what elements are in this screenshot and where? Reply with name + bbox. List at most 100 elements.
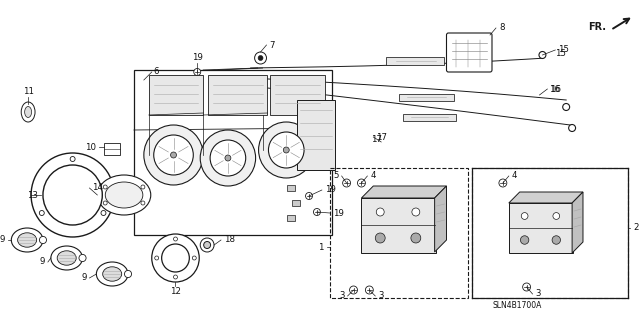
Circle shape [259, 122, 314, 178]
Circle shape [39, 211, 44, 216]
Circle shape [43, 165, 102, 225]
Circle shape [411, 233, 420, 243]
Text: 17: 17 [371, 136, 382, 145]
Bar [362, 198, 436, 253]
Text: 1: 1 [318, 242, 324, 251]
Circle shape [521, 212, 528, 219]
Circle shape [70, 157, 75, 161]
Bar [287, 215, 295, 221]
Text: 3: 3 [536, 290, 541, 299]
Circle shape [154, 135, 193, 175]
Circle shape [103, 201, 107, 205]
Text: 19: 19 [325, 186, 336, 195]
Circle shape [173, 237, 177, 241]
Text: 14: 14 [92, 183, 104, 192]
Text: 16: 16 [549, 85, 561, 94]
Text: 18: 18 [224, 235, 235, 244]
Circle shape [412, 208, 420, 216]
Circle shape [31, 153, 114, 237]
Circle shape [155, 256, 159, 260]
Circle shape [225, 155, 231, 161]
FancyBboxPatch shape [447, 33, 492, 72]
Text: 15: 15 [558, 46, 569, 55]
Bar [287, 185, 295, 191]
Circle shape [192, 256, 196, 260]
FancyBboxPatch shape [134, 70, 332, 235]
Text: 2: 2 [634, 224, 639, 233]
Circle shape [124, 271, 132, 278]
Bar [148, 75, 203, 115]
Text: 5: 5 [333, 172, 339, 181]
Ellipse shape [57, 251, 76, 265]
Circle shape [563, 103, 570, 110]
Bar [271, 75, 325, 115]
Bar [297, 100, 335, 170]
Circle shape [200, 130, 255, 186]
Text: 19: 19 [192, 54, 203, 63]
Text: 4: 4 [512, 172, 517, 181]
Bar [386, 57, 444, 65]
Text: 9: 9 [81, 273, 86, 283]
Polygon shape [509, 192, 583, 203]
Circle shape [358, 179, 365, 187]
Text: 9: 9 [40, 257, 45, 266]
Text: 12: 12 [170, 287, 181, 296]
Circle shape [552, 236, 561, 244]
Polygon shape [572, 192, 583, 253]
Bar [472, 168, 628, 298]
Ellipse shape [97, 175, 151, 215]
Circle shape [375, 233, 385, 243]
Text: 6: 6 [154, 68, 159, 77]
Text: 15: 15 [556, 48, 566, 57]
Circle shape [79, 254, 86, 262]
Ellipse shape [102, 267, 122, 281]
Ellipse shape [51, 246, 83, 270]
Circle shape [200, 238, 214, 252]
Text: 9: 9 [0, 235, 5, 244]
Circle shape [314, 209, 321, 216]
Ellipse shape [97, 262, 128, 286]
Bar [208, 75, 268, 115]
Circle shape [152, 234, 199, 282]
Circle shape [569, 124, 575, 131]
Text: 11: 11 [22, 87, 34, 97]
Circle shape [523, 283, 531, 291]
Circle shape [553, 212, 559, 219]
Ellipse shape [21, 102, 35, 122]
Text: 19: 19 [333, 209, 344, 218]
Text: FR.: FR. [588, 22, 605, 32]
Bar [330, 168, 468, 298]
Bar [104, 143, 120, 155]
Ellipse shape [105, 182, 143, 208]
Circle shape [499, 179, 507, 187]
Circle shape [101, 211, 106, 216]
Circle shape [204, 241, 211, 249]
Ellipse shape [12, 228, 43, 252]
Text: 4: 4 [371, 172, 376, 181]
Circle shape [40, 236, 47, 244]
Bar [403, 114, 456, 121]
Circle shape [376, 208, 384, 216]
Circle shape [255, 52, 266, 64]
Circle shape [162, 244, 189, 272]
Circle shape [141, 201, 145, 205]
Circle shape [194, 69, 201, 76]
Circle shape [349, 286, 358, 294]
Circle shape [284, 147, 289, 153]
Circle shape [342, 179, 351, 187]
Ellipse shape [25, 107, 31, 117]
Text: SLN4B1700A: SLN4B1700A [492, 300, 541, 309]
Text: 10: 10 [85, 143, 97, 152]
Text: 17: 17 [376, 132, 387, 142]
Bar [292, 200, 300, 206]
Text: 13: 13 [27, 190, 38, 199]
Circle shape [305, 192, 312, 199]
Circle shape [170, 152, 177, 158]
Circle shape [365, 286, 373, 294]
Circle shape [144, 125, 203, 185]
Text: 3: 3 [339, 292, 344, 300]
Text: 7: 7 [269, 41, 275, 49]
Circle shape [520, 236, 529, 244]
Bar [509, 203, 573, 253]
Ellipse shape [18, 233, 36, 247]
